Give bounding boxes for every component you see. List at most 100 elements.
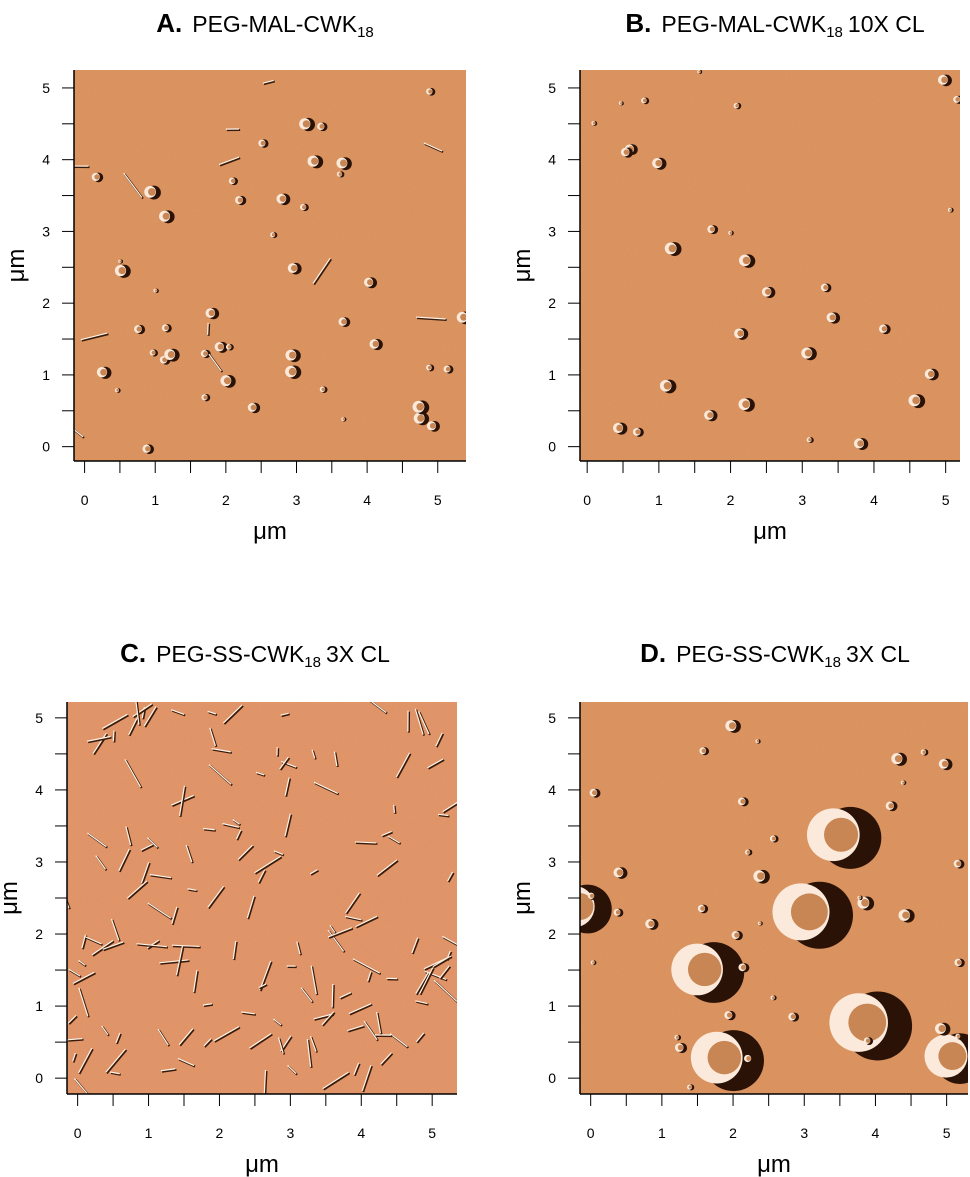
feature-highlight bbox=[232, 819, 240, 825]
feature-body bbox=[592, 121, 596, 125]
feature bbox=[340, 992, 353, 1000]
feature-highlight bbox=[136, 943, 168, 948]
x-tick-label: 0 bbox=[587, 1125, 595, 1141]
feature bbox=[116, 1033, 122, 1045]
panel-title: B. PEG-MAL-CWK18 10X CL bbox=[625, 8, 924, 41]
feature-highlight bbox=[287, 1064, 297, 1075]
feature-body bbox=[728, 722, 737, 730]
feature bbox=[179, 786, 187, 818]
feature-highlight bbox=[147, 902, 172, 919]
feature bbox=[348, 1025, 365, 1033]
feature bbox=[106, 1049, 128, 1075]
feature-body bbox=[250, 404, 257, 411]
feature bbox=[415, 709, 426, 736]
feature bbox=[259, 984, 268, 990]
feature-highlight bbox=[222, 704, 243, 724]
feature-body bbox=[589, 893, 595, 898]
feature bbox=[356, 916, 379, 929]
y-axis-label: μm bbox=[509, 881, 536, 915]
feature-body bbox=[861, 898, 869, 907]
feature-highlight bbox=[118, 848, 130, 872]
feature-highlight bbox=[74, 1078, 89, 1094]
feature-body bbox=[771, 996, 775, 1000]
feature-highlight bbox=[313, 781, 339, 794]
feature-highlight bbox=[84, 935, 102, 945]
feature-highlight bbox=[177, 1057, 195, 1067]
feature bbox=[411, 938, 420, 955]
feature-highlight bbox=[363, 1020, 378, 1041]
feature-highlight bbox=[72, 1052, 76, 1062]
feature-body bbox=[746, 1056, 752, 1061]
feature bbox=[238, 845, 255, 862]
feature bbox=[382, 831, 393, 838]
feature-highlight bbox=[175, 945, 184, 976]
feature-body bbox=[429, 422, 436, 429]
feature-highlight bbox=[140, 861, 150, 883]
feature-highlight bbox=[211, 748, 231, 753]
feature-highlight bbox=[208, 764, 232, 785]
feature-highlight bbox=[207, 322, 209, 335]
feature-body bbox=[288, 367, 297, 376]
feature-highlight bbox=[149, 873, 172, 879]
feature bbox=[393, 805, 397, 814]
feature bbox=[73, 972, 96, 986]
title-text: PEG-SS-CWK bbox=[156, 641, 305, 667]
feature-highlight bbox=[376, 859, 398, 876]
feature bbox=[141, 844, 155, 853]
afm-image bbox=[580, 70, 960, 461]
y-axis-label: μm bbox=[0, 881, 23, 915]
feature-body bbox=[580, 893, 594, 920]
feature bbox=[332, 984, 335, 1009]
feature bbox=[296, 942, 302, 956]
feature-body bbox=[675, 1035, 679, 1039]
feature-highlight bbox=[439, 965, 450, 979]
feature-body bbox=[729, 231, 733, 235]
feature bbox=[278, 1038, 286, 1055]
feature-highlight bbox=[414, 708, 424, 735]
y-tick-label: 4 bbox=[548, 782, 556, 798]
feature-body bbox=[136, 326, 142, 332]
feature bbox=[439, 966, 452, 980]
feature-highlight bbox=[263, 1069, 267, 1094]
feature bbox=[125, 827, 133, 847]
feature-highlight bbox=[125, 826, 132, 846]
feature-body bbox=[227, 345, 232, 349]
feature-highlight bbox=[427, 758, 444, 769]
feature bbox=[263, 80, 275, 86]
feature-body bbox=[668, 244, 677, 253]
feature bbox=[310, 869, 319, 876]
feature-highlight bbox=[348, 1003, 372, 1015]
feature-body bbox=[372, 340, 379, 348]
feature-body bbox=[620, 102, 623, 105]
feature-body bbox=[151, 350, 156, 355]
feature-body bbox=[94, 174, 100, 180]
feature-highlight bbox=[435, 732, 443, 747]
feature bbox=[435, 733, 445, 748]
feature-highlight bbox=[353, 1062, 360, 1075]
feature-highlight bbox=[209, 727, 216, 747]
feature bbox=[118, 849, 132, 873]
feature-highlight bbox=[433, 979, 457, 1002]
panel-letter: A. bbox=[156, 8, 182, 38]
feature bbox=[81, 333, 109, 342]
feature-highlight bbox=[311, 749, 316, 759]
feature bbox=[416, 1000, 429, 1006]
feature-highlight bbox=[339, 991, 352, 999]
feature-highlight bbox=[442, 935, 457, 946]
feature-body bbox=[888, 803, 894, 809]
feature-body bbox=[260, 140, 266, 146]
feature-body bbox=[416, 402, 425, 411]
feature-highlight bbox=[241, 1011, 255, 1015]
feature-highlight bbox=[280, 712, 289, 716]
panel-letter: C. bbox=[120, 638, 146, 668]
afm-image bbox=[67, 702, 457, 1094]
feature-highlight bbox=[171, 709, 185, 716]
feature-highlight bbox=[171, 944, 200, 948]
feature-body bbox=[119, 260, 122, 263]
feature-highlight bbox=[74, 429, 84, 438]
feature-highlight bbox=[354, 841, 377, 844]
afm-image bbox=[580, 702, 968, 1094]
feature bbox=[285, 778, 292, 797]
feature bbox=[349, 1003, 373, 1016]
feature bbox=[307, 1039, 313, 1068]
